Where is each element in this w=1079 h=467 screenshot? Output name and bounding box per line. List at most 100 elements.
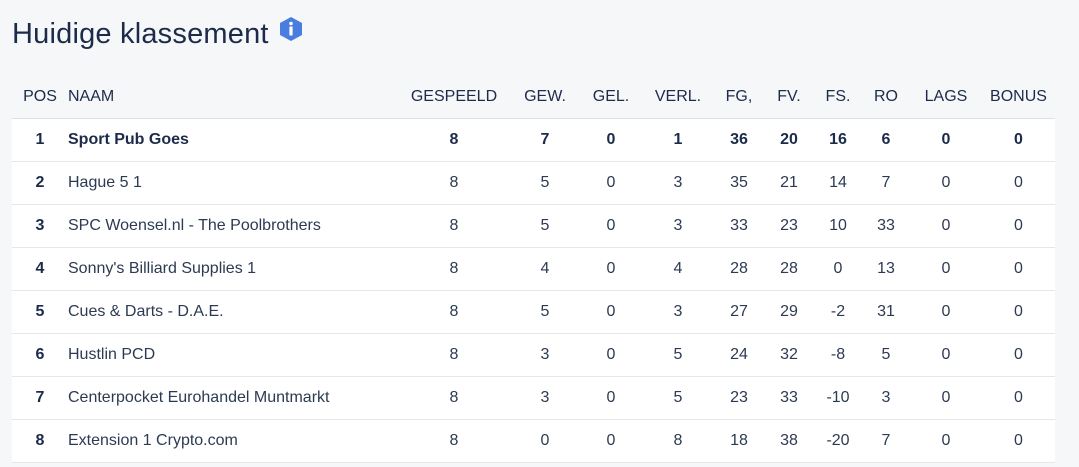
column-header-ro[interactable]: RO: [862, 76, 910, 119]
column-header-fv[interactable]: FV.: [764, 76, 814, 119]
cell-gespeeld: 8: [398, 376, 510, 420]
cell-ro: 33: [862, 204, 910, 248]
cell-pos: 4: [12, 247, 68, 291]
cell-gel: 0: [580, 161, 642, 205]
cell-pos: 7: [12, 376, 68, 420]
cell-team-name[interactable]: Sonny's Billiard Supplies 1: [68, 247, 398, 291]
cell-gespeeld: 8: [398, 118, 510, 162]
cell-gel: 0: [580, 118, 642, 162]
cell-fg: 35: [714, 161, 764, 205]
table-row[interactable]: 3 SPC Woensel.nl - The Poolbrothers 8 5 …: [12, 204, 1055, 248]
table-row[interactable]: 5 Cues & Darts - D.A.E. 8 5 0 3 27 29 -2…: [12, 290, 1055, 334]
column-header-fg[interactable]: FG,: [714, 76, 764, 119]
cell-gespeeld: 8: [398, 247, 510, 291]
cell-verl: 3: [642, 204, 714, 248]
cell-team-name[interactable]: Cues & Darts - D.A.E.: [68, 290, 398, 334]
cell-fg: 33: [714, 204, 764, 248]
cell-fg: 27: [714, 290, 764, 334]
cell-team-name[interactable]: Hague 5 1: [68, 161, 398, 205]
cell-bonus: 0: [982, 247, 1055, 291]
column-header-naam[interactable]: NAAM: [68, 76, 398, 119]
cell-gespeeld: 8: [398, 419, 510, 463]
cell-fs: -20: [814, 419, 862, 463]
cell-fv: 29: [764, 290, 814, 334]
cell-verl: 3: [642, 290, 714, 334]
cell-fv: 21: [764, 161, 814, 205]
cell-fg: 28: [714, 247, 764, 291]
cell-gespeeld: 8: [398, 333, 510, 377]
cell-fg: 18: [714, 419, 764, 463]
cell-gespeeld: 8: [398, 204, 510, 248]
column-header-lags[interactable]: LAGS: [910, 76, 982, 119]
cell-gew: 3: [510, 376, 580, 420]
column-header-bonus[interactable]: BONUS: [982, 76, 1055, 119]
cell-gel: 0: [580, 247, 642, 291]
cell-gew: 0: [510, 419, 580, 463]
cell-ro: 3: [862, 376, 910, 420]
cell-lags: 0: [910, 419, 982, 463]
cell-fg: 36: [714, 118, 764, 162]
info-icon[interactable]: [279, 16, 303, 42]
cell-lags: 0: [910, 204, 982, 248]
cell-fg: 23: [714, 376, 764, 420]
cell-gespeeld: 8: [398, 161, 510, 205]
cell-bonus: 0: [982, 376, 1055, 420]
cell-lags: 0: [910, 161, 982, 205]
table-row[interactable]: 8 Extension 1 Crypto.com 8 0 0 8 18 38 -…: [12, 419, 1055, 463]
cell-gel: 0: [580, 419, 642, 463]
cell-gew: 4: [510, 247, 580, 291]
table-row[interactable]: 4 Sonny's Billiard Supplies 1 8 4 0 4 28…: [12, 247, 1055, 291]
cell-fv: 32: [764, 333, 814, 377]
cell-gew: 5: [510, 204, 580, 248]
column-header-verl[interactable]: VERL.: [642, 76, 714, 119]
cell-gel: 0: [580, 376, 642, 420]
cell-fs: -8: [814, 333, 862, 377]
cell-gew: 3: [510, 333, 580, 377]
column-header-pos[interactable]: POS: [12, 76, 68, 119]
cell-ro: 7: [862, 161, 910, 205]
cell-fv: 33: [764, 376, 814, 420]
cell-verl: 3: [642, 161, 714, 205]
cell-lags: 0: [910, 376, 982, 420]
cell-team-name[interactable]: Hustlin PCD: [68, 333, 398, 377]
cell-gel: 0: [580, 333, 642, 377]
cell-fs: 10: [814, 204, 862, 248]
cell-pos: 2: [12, 161, 68, 205]
cell-fv: 20: [764, 118, 814, 162]
cell-verl: 5: [642, 376, 714, 420]
table-row[interactable]: 2 Hague 5 1 8 5 0 3 35 21 14 7 0 0: [12, 161, 1055, 205]
cell-gel: 0: [580, 290, 642, 334]
cell-team-name[interactable]: Centerpocket Eurohandel Muntmarkt: [68, 376, 398, 420]
cell-fs: 16: [814, 118, 862, 162]
cell-team-name[interactable]: Extension 1 Crypto.com: [68, 419, 398, 463]
table-row[interactable]: 6 Hustlin PCD 8 3 0 5 24 32 -8 5 0 0: [12, 333, 1055, 377]
cell-gel: 0: [580, 204, 642, 248]
cell-verl: 5: [642, 333, 714, 377]
cell-team-name[interactable]: SPC Woensel.nl - The Poolbrothers: [68, 204, 398, 248]
cell-gew: 7: [510, 118, 580, 162]
cell-pos: 1: [12, 118, 68, 162]
column-header-gew[interactable]: GEW.: [510, 76, 580, 119]
title-row: Huidige klassement: [12, 14, 303, 54]
cell-gew: 5: [510, 161, 580, 205]
cell-ro: 31: [862, 290, 910, 334]
cell-pos: 6: [12, 333, 68, 377]
table-row[interactable]: 1 Sport Pub Goes 8 7 0 1 36 20 16 6 0 0: [12, 118, 1055, 162]
cell-verl: 1: [642, 118, 714, 162]
table-row[interactable]: 7 Centerpocket Eurohandel Muntmarkt 8 3 …: [12, 376, 1055, 420]
cell-fv: 23: [764, 204, 814, 248]
cell-pos: 8: [12, 419, 68, 463]
cell-fs: 0: [814, 247, 862, 291]
cell-team-name[interactable]: Sport Pub Goes: [68, 118, 398, 162]
column-header-gespeeld[interactable]: GESPEELD: [398, 76, 510, 119]
cell-lags: 0: [910, 118, 982, 162]
header-row: POS NAAM GESPEELD GEW. GEL. VERL. FG, FV…: [12, 76, 1055, 119]
cell-lags: 0: [910, 290, 982, 334]
cell-verl: 4: [642, 247, 714, 291]
standings-table: POS NAAM GESPEELD GEW. GEL. VERL. FG, FV…: [12, 76, 1055, 463]
cell-ro: 5: [862, 333, 910, 377]
cell-fv: 28: [764, 247, 814, 291]
cell-ro: 7: [862, 419, 910, 463]
column-header-fs[interactable]: FS.: [814, 76, 862, 119]
column-header-gel[interactable]: GEL.: [580, 76, 642, 119]
